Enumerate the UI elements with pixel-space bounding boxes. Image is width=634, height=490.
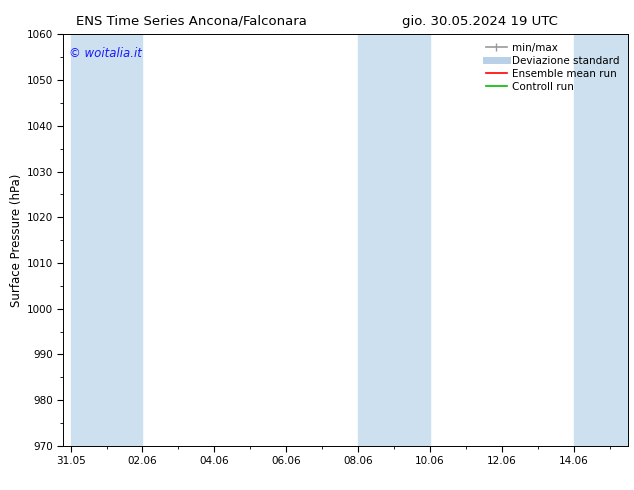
Text: © woitalia.it: © woitalia.it [69, 47, 142, 60]
Bar [358, 34, 430, 446]
Text: gio. 30.05.2024 19 UTC: gio. 30.05.2024 19 UTC [402, 15, 558, 28]
Bar [574, 34, 628, 446]
Legend: min/max, Deviazione standard, Ensemble mean run, Controll run: min/max, Deviazione standard, Ensemble m… [482, 40, 623, 95]
Text: ENS Time Series Ancona/Falconara: ENS Time Series Ancona/Falconara [76, 15, 307, 28]
Y-axis label: Surface Pressure (hPa): Surface Pressure (hPa) [10, 173, 23, 307]
Bar [70, 34, 143, 446]
